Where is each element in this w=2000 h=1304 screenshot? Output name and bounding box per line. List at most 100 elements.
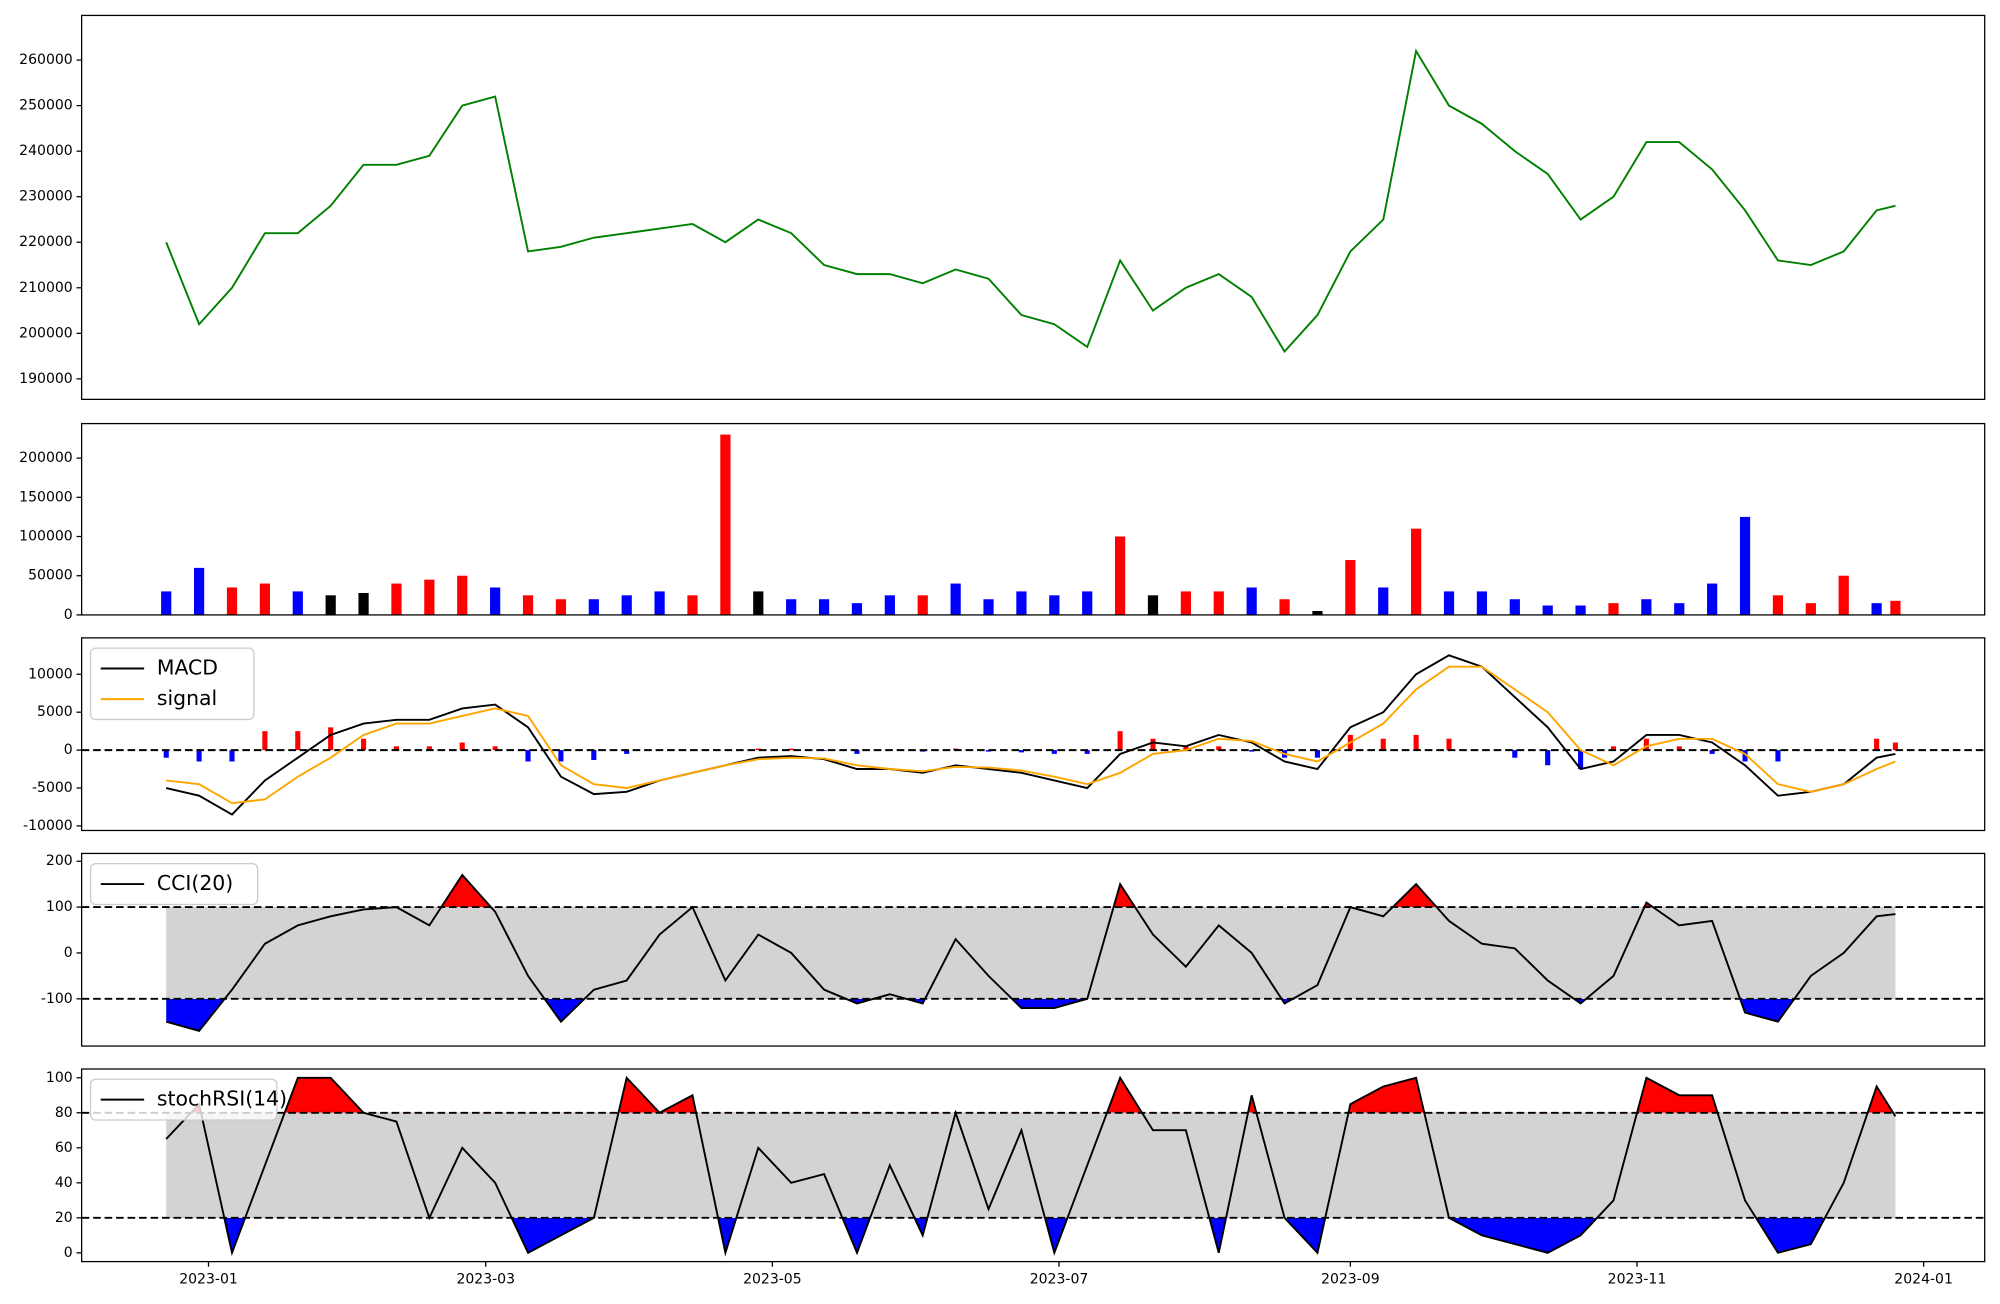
panel: 190000 200000 210000 220000 230000 240000 2500… (19, 14, 1986, 400)
series-line (165, 873, 1896, 1032)
volume-bar (1279, 599, 1290, 615)
plot-area (161, 434, 1901, 615)
volume-bar (818, 599, 830, 615)
y-tick-label: 210000 (19, 280, 73, 296)
histogram-bar (459, 742, 465, 751)
volume-bar (457, 575, 468, 615)
y-tick-label: 230000 (19, 189, 73, 205)
histogram-bar (1380, 738, 1386, 751)
y-tick-label: 10000 (28, 666, 73, 682)
histogram-bar (361, 738, 367, 751)
histogram-bar (1709, 750, 1715, 754)
histogram-bar (295, 731, 301, 751)
histogram-bar (426, 746, 432, 751)
y-tick-label: -5000 (32, 780, 73, 796)
volume-bar (1147, 595, 1159, 615)
y-tick-label: 20 (55, 1210, 73, 1226)
histogram-bar (262, 731, 268, 751)
histogram-bar (591, 750, 597, 760)
y-tick-label: 200000 (19, 450, 73, 466)
histogram-bar (854, 750, 860, 754)
histogram-bar (1578, 750, 1584, 770)
volume-bar (1246, 587, 1257, 615)
y-tick-label: 100 (46, 1070, 73, 1086)
histogram-bar (1051, 750, 1057, 754)
volume-bar (1542, 605, 1553, 615)
y-tick-label: 0 (64, 945, 73, 961)
volume-bar (1707, 583, 1718, 615)
plot-area (81, 654, 1985, 816)
y-tick-label: -100 (41, 991, 73, 1007)
volume-bar (1345, 560, 1356, 615)
y-tick-label: 100 (46, 899, 73, 915)
histogram-bar (1512, 750, 1518, 758)
volume-bar (1575, 605, 1586, 615)
y-tick-label: 40 (55, 1175, 73, 1191)
panel: -10000 -5000 0 5000 10000 MACD signal (23, 637, 1986, 834)
histogram-bar (229, 750, 235, 762)
x-tick-label: 2023-09 (1321, 1271, 1380, 1287)
histogram-bar (788, 748, 794, 751)
histogram-bar (163, 750, 169, 758)
overbought-area (166, 1077, 1896, 1113)
plot-area (81, 873, 1985, 1032)
legend-box (89, 647, 255, 721)
histogram-bar (1676, 746, 1682, 751)
volume-bar (490, 587, 501, 615)
y-tick-label: 150000 (19, 489, 73, 505)
volume-bar (851, 603, 863, 615)
volume-bar (1114, 536, 1126, 615)
volume-bar (1772, 595, 1784, 615)
volume-bar (1608, 603, 1619, 615)
volume-bar (325, 595, 336, 615)
volume-bar (1312, 611, 1323, 615)
volume-bar (1443, 591, 1455, 615)
histogram-bar (1314, 750, 1320, 758)
histogram-bar (393, 746, 400, 751)
histogram-bar (755, 748, 761, 751)
volume-bar (1805, 603, 1816, 615)
x-tick-label: 2023-03 (456, 1271, 515, 1287)
volume-bar (226, 587, 238, 615)
neutral-band (166, 907, 1896, 999)
legend-label: signal (157, 686, 217, 710)
volume-bar (1180, 591, 1191, 615)
volume-bar (753, 591, 764, 615)
volume-bar (1838, 575, 1849, 615)
panel-frame (80, 422, 1986, 616)
histogram-bar (1413, 734, 1419, 751)
histogram-bar (1249, 750, 1255, 752)
volume-bar (1739, 516, 1751, 615)
volume-bar (654, 591, 665, 615)
panel-frame (80, 1068, 1986, 1263)
volume-bar (1476, 591, 1488, 615)
volume-bar (358, 592, 369, 615)
y-tick-label: 200000 (19, 325, 73, 341)
x-tick-label: 2023-07 (1030, 1271, 1089, 1287)
histogram-bar (1610, 746, 1617, 751)
histogram-bar (558, 750, 564, 762)
x-tick-label: 2024-01 (1894, 1271, 1953, 1287)
histogram-bar (1742, 750, 1748, 762)
volume-bar (786, 599, 797, 615)
histogram-bar (1643, 738, 1649, 751)
volume-bar (917, 595, 928, 615)
oversold-area (166, 998, 1795, 1031)
histogram-bar (624, 750, 630, 754)
volume-bar (1871, 603, 1882, 615)
volume-bar (1411, 528, 1422, 615)
series-line (165, 1075, 1897, 1257)
y-tick-label: 0 (64, 607, 73, 623)
histogram-bar (328, 727, 334, 751)
histogram-bar (196, 750, 202, 762)
volume-bar (1213, 591, 1224, 615)
histogram-bar (1775, 750, 1781, 762)
panel: 0 20 40 60 80 100 2023-01 2023-03 2023-05 2023-07… (46, 1068, 1986, 1287)
histogram-bar (1446, 738, 1452, 751)
panel-frame (80, 637, 1986, 832)
y-tick-label: 50000 (28, 568, 73, 584)
volume-bar (950, 583, 961, 615)
x-tick-label: 2023-05 (743, 1271, 802, 1287)
oversold-area (166, 1217, 1896, 1253)
